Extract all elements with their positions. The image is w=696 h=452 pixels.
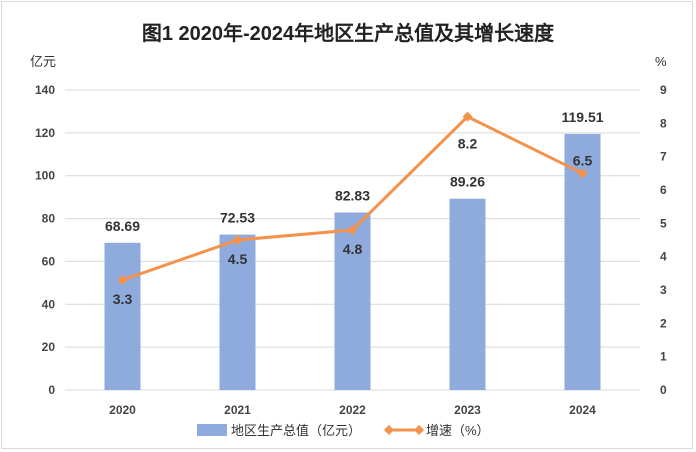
x-tick-label: 2022 — [339, 403, 366, 417]
x-tick-label: 2020 — [109, 403, 136, 417]
legend-line-marker — [384, 425, 394, 435]
legend-line-label: 增速（%） — [426, 423, 490, 438]
right-tick-label: 0 — [660, 383, 667, 397]
right-tick-label: 3 — [660, 283, 667, 297]
x-tick-label: 2021 — [224, 403, 251, 417]
growth-value-label: 4.5 — [228, 251, 248, 267]
legend-bar-label: 地区生产总值（亿元） — [231, 423, 361, 438]
right-tick-label: 9 — [660, 83, 667, 97]
left-tick-label: 0 — [48, 383, 55, 397]
x-tick-label: 2024 — [569, 403, 596, 417]
bar-2023 — [449, 198, 486, 390]
right-tick-label: 2 — [660, 316, 667, 330]
right-axis-label: % — [655, 54, 667, 69]
growth-point-2022 — [347, 225, 358, 235]
bar-value-label: 68.69 — [105, 218, 140, 234]
right-tick-label: 5 — [660, 216, 667, 230]
growth-value-label: 8.2 — [458, 136, 478, 152]
growth-value-label: 4.8 — [343, 241, 363, 257]
left-tick-label: 40 — [42, 297, 56, 311]
right-tick-label: 1 — [660, 350, 667, 364]
right-tick-label: 4 — [660, 250, 667, 264]
bar-value-label: 82.83 — [335, 188, 370, 204]
legend-line-marker — [414, 425, 424, 435]
left-tick-label: 120 — [35, 126, 55, 140]
left-axis-label: 亿元 — [30, 54, 56, 69]
legend-bar-swatch — [197, 424, 227, 436]
bar-value-label: 119.51 — [561, 109, 603, 125]
x-tick-label: 2023 — [454, 403, 481, 417]
growth-value-label: 3.3 — [113, 291, 133, 307]
left-tick-label: 100 — [35, 169, 55, 183]
left-tick-label: 140 — [35, 83, 55, 97]
growth-point-2023 — [462, 111, 473, 122]
right-tick-label: 7 — [660, 150, 667, 164]
left-tick-label: 20 — [42, 340, 56, 354]
left-tick-label: 80 — [42, 212, 56, 226]
bar-value-label: 72.53 — [220, 210, 255, 226]
left-tick-label: 60 — [42, 254, 56, 268]
chart-title: 图1 2020年-2024年地区生产总值及其增长速度 — [142, 21, 555, 45]
right-tick-label: 8 — [660, 116, 667, 130]
growth-point-2024 — [577, 168, 588, 179]
growth-point-2020 — [117, 275, 128, 285]
bar-2021 — [219, 234, 256, 390]
right-tick-label: 6 — [660, 183, 667, 197]
growth-value-label: 6.5 — [573, 152, 593, 168]
bar-value-label: 89.26 — [450, 174, 485, 190]
growth-point-2021 — [232, 235, 243, 245]
bar-2020 — [104, 242, 141, 390]
bar-2022 — [334, 212, 371, 390]
